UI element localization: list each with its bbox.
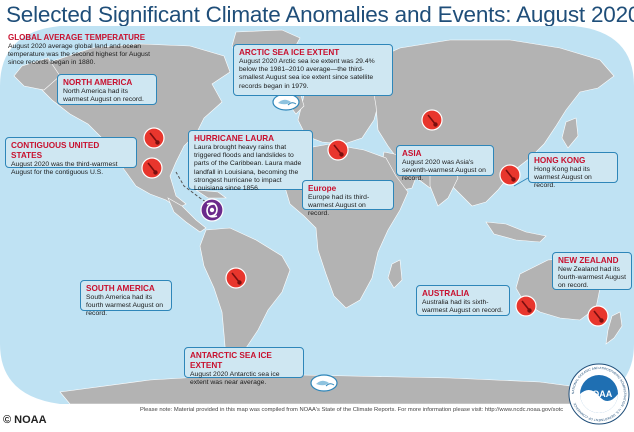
callout-text: August 2020 Arctic sea ice extent was 29… [239,58,375,90]
land-new-zealand [605,311,623,345]
callout-text: New Zealand had its fourth-warmest Augus… [558,266,626,290]
callout-antarctic-sea-ice: ANTARCTIC SEA ICE EXTENT August 2020 Ant… [184,347,304,386]
callout-text: North America had its warmest August on … [63,88,144,104]
callout-heading: AUSTRALIA [422,289,470,298]
callout-arctic-sea-ice: ARCTIC SEA ICE EXTENT August 2020 Arctic… [233,44,393,96]
callout-hurricane-laura: HURRICANE LAURA Laura brought heavy rain… [188,130,313,193]
callout-text: August 2020 was the third-warmest August… [11,161,118,177]
land-central-america [167,197,207,233]
callout-heading: ANTARCTIC SEA ICE EXTENT [190,351,272,370]
land-japan [561,117,579,149]
callout-south-america: SOUTH AMERICA South America had its four… [80,280,172,317]
callout-text: Europe had its third-warmest August on r… [308,194,370,218]
callout-heading: NORTH AMERICA [63,78,133,87]
callout-heading: ARCTIC SEA ICE EXTENT [239,48,340,57]
callout-text: August 2020 Antarctic sea ice extent was… [190,371,280,387]
callout-heading: CONTIGUOUS UNITED STATES [11,141,100,160]
land-madagascar [387,259,403,289]
callout-hong-kong: HONG KONG Hong Kong had its warmest Augu… [528,152,618,189]
land-caribbean [195,189,227,199]
global-temperature-note: GLOBAL AVERAGE TEMPERATURE August 2020 a… [8,33,158,68]
callout-heading: HURRICANE LAURA [194,134,275,143]
source-note: Please note: Material provided in this m… [140,407,564,413]
callout-contiguous-us: CONTIGUOUS UNITED STATES August 2020 was… [5,137,137,176]
callout-text: Australia had its sixth-warmest August o… [422,299,503,315]
callout-text: Laura brought heavy rains that triggered… [194,144,302,193]
callout-text: South America had its fourth warmest Aug… [86,294,164,318]
noaa-logo: NOAA NATIONAL OCEANIC AND ATMOSPHERIC AD… [568,363,630,425]
callout-text: August 2020 was Asia's seventh-warmest A… [402,159,486,183]
callout-heading: Europe [308,184,337,193]
callout-heading: ASIA [402,149,422,158]
land-alaska [13,57,61,91]
callout-new-zealand: NEW ZEALAND New Zealand had its fourth-w… [552,252,632,290]
callout-australia: AUSTRALIA Australia had its sixth-warmes… [416,285,510,316]
credit: © NOAA [3,414,47,426]
callout-heading: NEW ZEALAND [558,256,619,265]
land-indonesia [485,221,547,243]
global-temperature-text: August 2020 average global land and ocea… [8,43,151,67]
callout-europe: Europe Europe had its third-warmest Augu… [302,180,394,217]
callout-heading: SOUTH AMERICA [86,284,155,293]
map-title: Selected Significant Climate Anomalies a… [6,2,634,27]
global-temperature-heading: GLOBAL AVERAGE TEMPERATURE [8,33,146,42]
callout-asia: ASIA August 2020 was Asia's seventh-warm… [396,145,494,182]
logo-text: NOAA [586,389,613,399]
callout-text: Hong Kong had its warmest August on reco… [534,166,592,190]
callout-north-america: NORTH AMERICA North America had its warm… [57,74,157,105]
callout-heading: HONG KONG [534,156,586,165]
